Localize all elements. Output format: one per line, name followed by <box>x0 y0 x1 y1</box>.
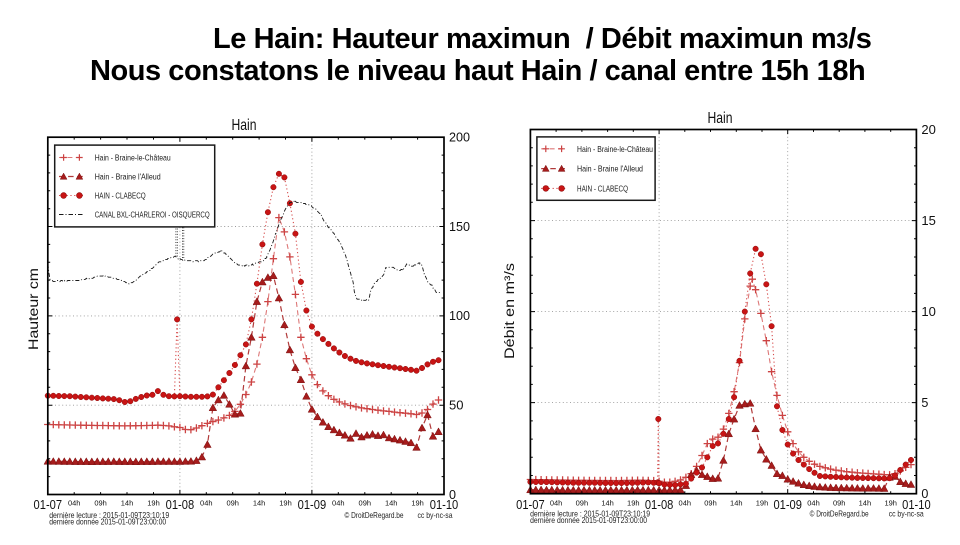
svg-text:0: 0 <box>449 488 456 502</box>
svg-text:15: 15 <box>921 214 936 228</box>
svg-text:Hain - Braine l'Alleud: Hain - Braine l'Alleud <box>95 172 161 182</box>
svg-text:01-08: 01-08 <box>166 497 195 512</box>
svg-text:19h: 19h <box>627 499 640 508</box>
svg-text:150: 150 <box>449 220 470 234</box>
svg-text:19h: 19h <box>411 499 424 508</box>
svg-text:CANAL BXL-CHARLEROI - OISQUERC: CANAL BXL-CHARLEROI - OISQUERCQ <box>95 210 210 220</box>
svg-text:04h: 04h <box>68 499 81 508</box>
svg-text:04h: 04h <box>332 499 345 508</box>
svg-text:14h: 14h <box>859 499 872 508</box>
svg-text:01-10: 01-10 <box>430 497 459 512</box>
svg-text:09h: 09h <box>359 499 372 508</box>
svg-text:14h: 14h <box>730 499 743 508</box>
svg-text:19h: 19h <box>147 499 160 508</box>
svg-text:10: 10 <box>921 305 936 319</box>
svg-text:0: 0 <box>921 487 928 501</box>
svg-text:cc by-nc-sa: cc by-nc-sa <box>418 511 453 520</box>
svg-text:200: 200 <box>449 131 470 145</box>
svg-text:19h: 19h <box>756 499 769 508</box>
svg-text:dernière lecture : 2015-01-09T: dernière lecture : 2015-01-09T23:10:19 <box>49 511 169 520</box>
svg-text:01-09: 01-09 <box>298 497 327 512</box>
svg-text:5: 5 <box>921 396 928 410</box>
svg-text:Hain: Hain <box>708 110 733 127</box>
svg-text:09h: 09h <box>833 499 846 508</box>
svg-text:19h: 19h <box>884 499 897 508</box>
svg-text:01-07: 01-07 <box>516 497 545 512</box>
svg-text:cc by-nc-sa: cc by-nc-sa <box>889 510 924 519</box>
svg-text:HAIN - CLABECQ: HAIN - CLABECQ <box>95 191 146 201</box>
svg-text:01-10: 01-10 <box>902 497 931 512</box>
svg-text:01-07: 01-07 <box>34 497 63 512</box>
svg-text:Débit en m³/s: Débit en m³/s <box>502 263 517 359</box>
svg-text:04h: 04h <box>679 499 692 508</box>
svg-text:09h: 09h <box>576 499 589 508</box>
svg-text:01-08: 01-08 <box>645 497 674 512</box>
svg-text:14h: 14h <box>121 499 134 508</box>
svg-text:© DroitDeRegard.be: © DroitDeRegard.be <box>810 510 869 519</box>
svg-text:14h: 14h <box>601 499 614 508</box>
svg-text:dernière lecture : 2015-01-09T: dernière lecture : 2015-01-09T23:10:19 <box>530 510 650 519</box>
svg-text:Hain - Braine-le-Château: Hain - Braine-le-Château <box>577 144 653 154</box>
svg-text:20: 20 <box>921 123 936 137</box>
svg-text:14h: 14h <box>253 499 266 508</box>
svg-text:04h: 04h <box>550 499 563 508</box>
svg-text:Hain - Braine-le-Château: Hain - Braine-le-Château <box>95 153 171 163</box>
svg-text:09h: 09h <box>226 499 239 508</box>
svg-text:09h: 09h <box>94 499 107 508</box>
svg-text:04h: 04h <box>200 499 213 508</box>
svg-text:09h: 09h <box>704 499 717 508</box>
svg-text:19h: 19h <box>279 499 292 508</box>
svg-text:dernière donnée 2015-01-09T23: dernière donnée 2015-01-09T23:00:00 <box>530 516 647 525</box>
svg-text:14h: 14h <box>385 499 398 508</box>
svg-text:01-09: 01-09 <box>773 497 802 512</box>
svg-text:© DroitDeRegard.be: © DroitDeRegard.be <box>345 511 404 520</box>
svg-text:HAIN - CLABECQ: HAIN - CLABECQ <box>577 184 628 194</box>
svg-text:Hain: Hain <box>232 117 257 134</box>
svg-text:04h: 04h <box>807 499 820 508</box>
svg-text:dernière donnée 2015-01-09T23: dernière donnée 2015-01-09T23:00:00 <box>49 517 166 526</box>
svg-text:50: 50 <box>449 399 464 413</box>
svg-text:Hain - Braine l'Alleud: Hain - Braine l'Alleud <box>577 164 643 174</box>
svg-text:100: 100 <box>449 309 470 323</box>
svg-text:Hauteur cm: Hauteur cm <box>26 268 41 350</box>
